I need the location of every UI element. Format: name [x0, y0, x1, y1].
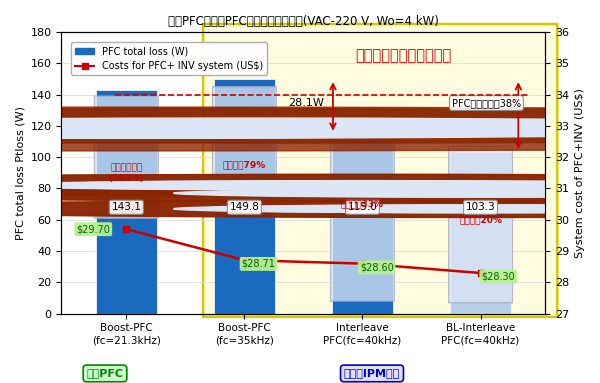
- Text: 升压线圈布设在电路板上: 升压线圈布设在电路板上: [356, 48, 452, 63]
- Text: 二合一IPM结构: 二合一IPM结构: [344, 368, 400, 378]
- Text: 103.3: 103.3: [466, 202, 496, 212]
- Circle shape: [0, 185, 600, 202]
- Text: 磁心尺寸20%: 磁心尺寸20%: [459, 215, 502, 224]
- Text: $28.30: $28.30: [481, 272, 515, 282]
- Text: PFC总损耗降低38%: PFC总损耗降低38%: [452, 98, 521, 108]
- FancyBboxPatch shape: [203, 24, 557, 317]
- Circle shape: [20, 181, 600, 190]
- Text: 143.1: 143.1: [112, 202, 141, 212]
- Circle shape: [0, 181, 600, 190]
- Circle shape: [0, 119, 600, 138]
- Bar: [214, 79, 275, 314]
- Circle shape: [173, 205, 600, 213]
- Text: 磁心尺寸33%: 磁心尺寸33%: [341, 200, 384, 209]
- Bar: [332, 134, 393, 314]
- Circle shape: [197, 189, 600, 197]
- Circle shape: [0, 174, 600, 196]
- Circle shape: [0, 107, 600, 151]
- Text: 参考磁芯尺寸
(100%): 参考磁芯尺寸 (100%): [109, 163, 144, 183]
- FancyBboxPatch shape: [449, 146, 512, 303]
- Title: 用于PFC系统的PFC总损耗及成本比较(VAC-220 V, Wo=4 kW): 用于PFC系统的PFC总损耗及成本比较(VAC-220 V, Wo=4 kW): [168, 15, 439, 28]
- FancyBboxPatch shape: [331, 129, 394, 301]
- Text: 149.8: 149.8: [229, 202, 259, 212]
- Circle shape: [197, 205, 600, 213]
- FancyBboxPatch shape: [94, 96, 158, 218]
- Legend: PFC total loss (W), Costs for PFC+ INV system (US$): PFC total loss (W), Costs for PFC+ INV s…: [71, 43, 268, 75]
- Text: $28.71: $28.71: [242, 259, 275, 269]
- Circle shape: [0, 200, 600, 218]
- Bar: [95, 90, 157, 314]
- Circle shape: [0, 200, 600, 218]
- Text: 磁心尺寸79%: 磁心尺寸79%: [223, 160, 266, 170]
- Circle shape: [0, 118, 600, 134]
- Text: 28.1W: 28.1W: [287, 98, 323, 108]
- FancyBboxPatch shape: [212, 87, 276, 212]
- Circle shape: [0, 109, 600, 143]
- Circle shape: [173, 189, 600, 197]
- Text: $29.70: $29.70: [76, 224, 110, 234]
- Circle shape: [0, 185, 600, 202]
- Circle shape: [0, 174, 600, 196]
- Bar: [450, 152, 511, 314]
- Y-axis label: PFC total loss Ptloss (W): PFC total loss Ptloss (W): [15, 106, 25, 240]
- Y-axis label: System cost of PFC+INV (US$): System cost of PFC+INV (US$): [575, 88, 585, 258]
- Text: 分立PFC: 分立PFC: [86, 368, 124, 378]
- Text: $28.60: $28.60: [360, 262, 394, 272]
- Text: 115.0: 115.0: [347, 202, 377, 212]
